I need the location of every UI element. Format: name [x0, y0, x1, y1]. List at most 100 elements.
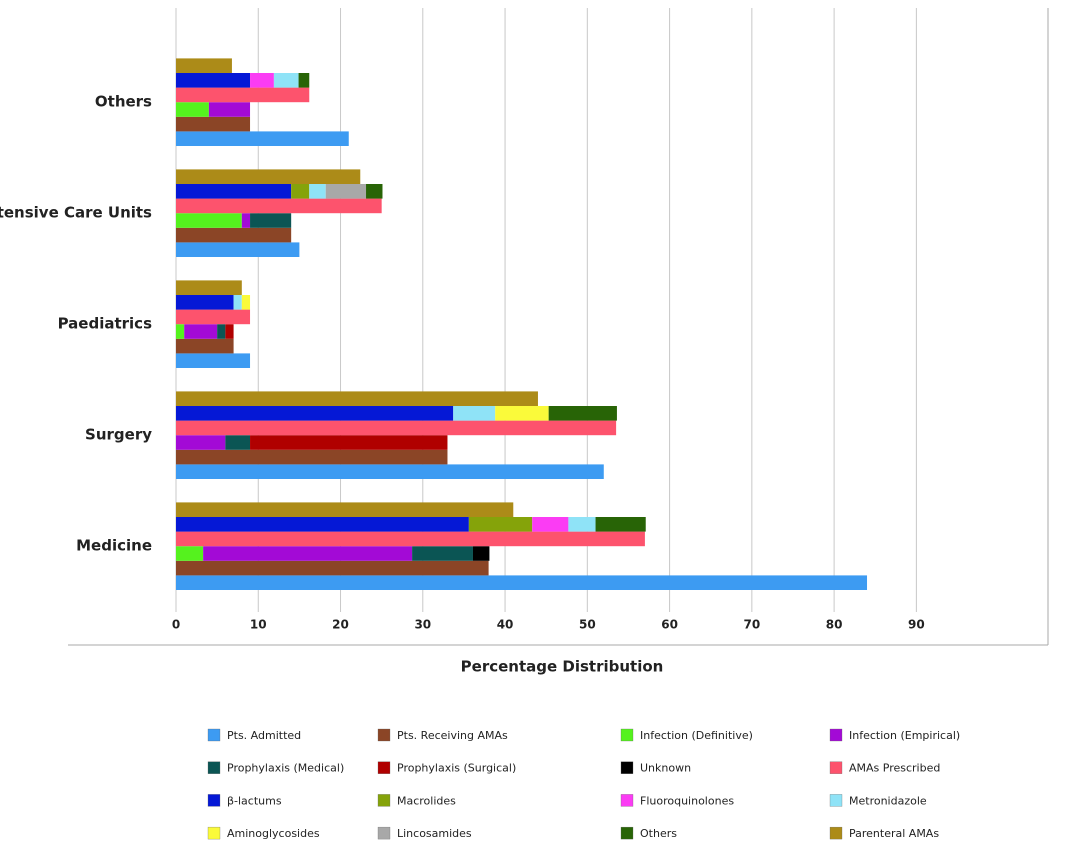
- legend-swatch: [377, 761, 391, 774]
- x-tick-label: 60: [661, 618, 678, 632]
- bar-segment: [176, 338, 234, 354]
- bar-segment: [291, 184, 310, 199]
- category-label: Surgery: [85, 426, 152, 444]
- bar-segment: [208, 102, 251, 117]
- legend-swatch: [829, 794, 843, 807]
- bar-segment: [176, 184, 292, 199]
- category-label: Intensive Care Units: [0, 204, 152, 222]
- x-axis-title: Percentage Distribution: [461, 658, 664, 676]
- bar-segment: [309, 184, 326, 199]
- bar-segment: [468, 517, 533, 532]
- legend-label: Pts. Receiving AMAs: [397, 729, 508, 742]
- legend-swatch: [620, 761, 634, 774]
- bar-segment: [366, 184, 383, 199]
- category-label: Paediatrics: [58, 315, 152, 333]
- x-tick-label: 0: [172, 618, 180, 632]
- legend-label: AMAs Prescribed: [849, 762, 940, 775]
- legend-label: Others: [640, 827, 677, 840]
- bar-segment: [241, 295, 251, 310]
- bar-segment: [176, 58, 232, 73]
- legend-swatch: [207, 761, 221, 774]
- bar-segment: [176, 131, 349, 146]
- bar-segment: [176, 420, 617, 436]
- bar-segment: [532, 517, 569, 532]
- bar-segment: [250, 435, 448, 450]
- legend-label: Parenteral AMAs: [849, 827, 939, 840]
- bar-segment: [176, 435, 226, 450]
- x-tick-label: 30: [414, 618, 431, 632]
- bar-segment: [176, 309, 251, 325]
- legend-label: Infection (Definitive): [640, 729, 753, 742]
- bar-segment: [495, 406, 549, 421]
- bar-segment: [176, 227, 292, 243]
- x-tick-label: 70: [743, 618, 760, 632]
- x-tick-label: 90: [908, 618, 925, 632]
- legend-swatch: [377, 826, 391, 840]
- bar-segment: [176, 280, 242, 295]
- legend-swatch: [207, 794, 221, 807]
- legend-swatch: [620, 794, 634, 807]
- legend-swatch: [377, 794, 391, 807]
- legend-swatch: [207, 826, 221, 840]
- legend-swatch: [620, 826, 634, 840]
- legend-swatch: [829, 826, 843, 840]
- bar-segment: [595, 517, 646, 532]
- x-tick-label: 50: [579, 618, 596, 632]
- legend-swatch: [207, 728, 221, 742]
- legend-swatch: [377, 728, 391, 742]
- legend-swatch: [620, 728, 634, 742]
- bar-segment: [325, 184, 367, 199]
- bar-segment: [176, 560, 489, 576]
- bar-segment: [273, 73, 299, 88]
- bar-segment: [176, 116, 251, 132]
- bar-segment: [225, 435, 251, 450]
- bar-segment: [176, 324, 185, 339]
- bar-segment: [176, 406, 454, 421]
- bar-segment: [176, 87, 310, 103]
- bar-segment: [412, 546, 473, 561]
- bar-segment: [176, 198, 382, 214]
- bar-segment: [176, 73, 251, 88]
- category-label: Medicine: [76, 537, 152, 555]
- bar-segment: [472, 546, 490, 561]
- bar-segment: [176, 102, 209, 117]
- legend-label: Lincosamides: [397, 827, 472, 840]
- bar-segment: [176, 213, 242, 228]
- legend-label: Prophylaxis (Medical): [227, 762, 344, 775]
- bar-segment: [217, 324, 226, 339]
- bar-segment: [298, 73, 310, 88]
- legend-label: Unknown: [640, 762, 691, 775]
- bar-segment: [250, 213, 292, 228]
- bar-segment: [250, 73, 274, 88]
- bar-segment: [176, 464, 604, 479]
- x-tick-label: 20: [332, 618, 349, 632]
- x-tick-label: 40: [497, 618, 514, 632]
- bar-segment: [233, 295, 242, 310]
- bar-segment: [453, 406, 496, 421]
- legend-label: Aminoglycosides: [227, 827, 320, 840]
- bar-segment: [184, 324, 218, 339]
- legend-label: Infection (Empirical): [849, 729, 960, 742]
- bar-segment: [176, 391, 538, 406]
- bar-segment: [548, 406, 617, 421]
- bar-segment: [176, 449, 448, 465]
- x-tick-label: 10: [250, 618, 267, 632]
- bar-segment: [176, 353, 251, 368]
- bar-segment: [176, 575, 868, 590]
- bar-segment: [176, 517, 469, 532]
- legend-label: Fluoroquinolones: [640, 794, 734, 807]
- legend-label: β-lactums: [227, 794, 282, 807]
- legend-swatch: [829, 728, 843, 742]
- legend-label: Metronidazole: [849, 794, 927, 807]
- bar-segment: [241, 213, 251, 228]
- legend-label: Macrolides: [397, 794, 456, 807]
- bar-segment: [568, 517, 596, 532]
- bar-segment: [176, 295, 234, 310]
- bar-segment: [225, 324, 234, 339]
- bar-segment: [176, 502, 514, 517]
- x-tick-label: 80: [826, 618, 843, 632]
- legend-label: Pts. Admitted: [227, 729, 301, 742]
- legend-swatch: [829, 761, 843, 774]
- bar-segment: [176, 169, 361, 184]
